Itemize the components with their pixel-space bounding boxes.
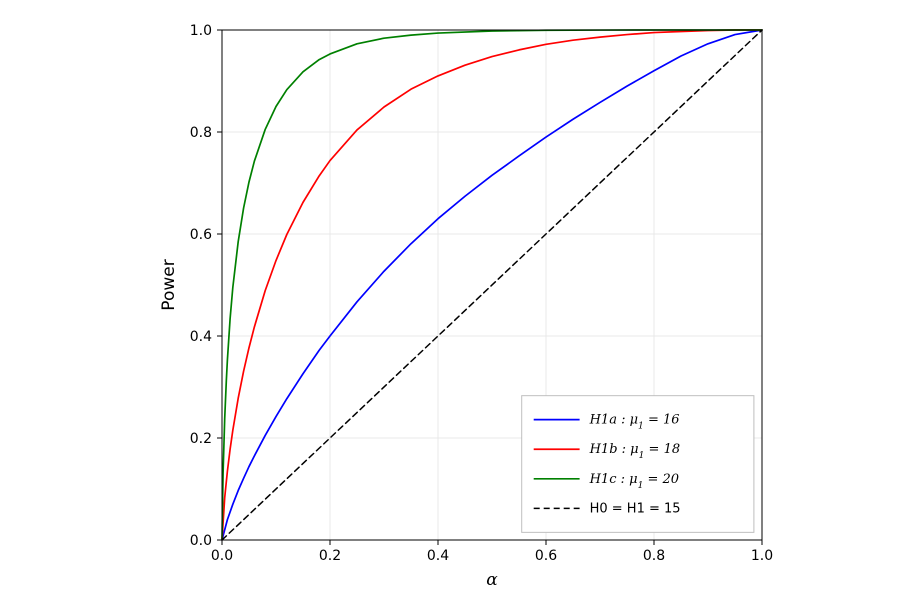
xtick-label: 0.0 [211,548,233,564]
legend-entry-H0: H0 = H1 = 15 [590,501,681,516]
xtick-label: 0.8 [643,548,665,564]
ytick-label: 0.6 [190,227,212,243]
xtick-label: 0.4 [427,548,449,564]
legend: H1a : μ1 = 16H1b : μ1 = 18H1c : μ1 = 20H… [522,396,754,533]
x-axis-label: α [486,570,498,590]
xtick-label: 0.2 [319,548,341,564]
ytick-label: 0.2 [190,431,212,447]
ytick-label: 0.8 [190,125,212,141]
y-axis-label: Power [159,259,179,310]
ytick-label: 0.0 [190,533,212,549]
ytick-label: 0.4 [190,329,212,345]
power-vs-alpha-chart: 0.0 0.2 0.4 0.6 0.8 1.0 0.0 0.2 0.4 0.6 0.8 1.0 α Pow… [0,0,900,600]
xtick-label: 1.0 [751,548,773,564]
xtick-label: 0.6 [535,548,557,564]
ytick-label: 1.0 [190,23,212,39]
